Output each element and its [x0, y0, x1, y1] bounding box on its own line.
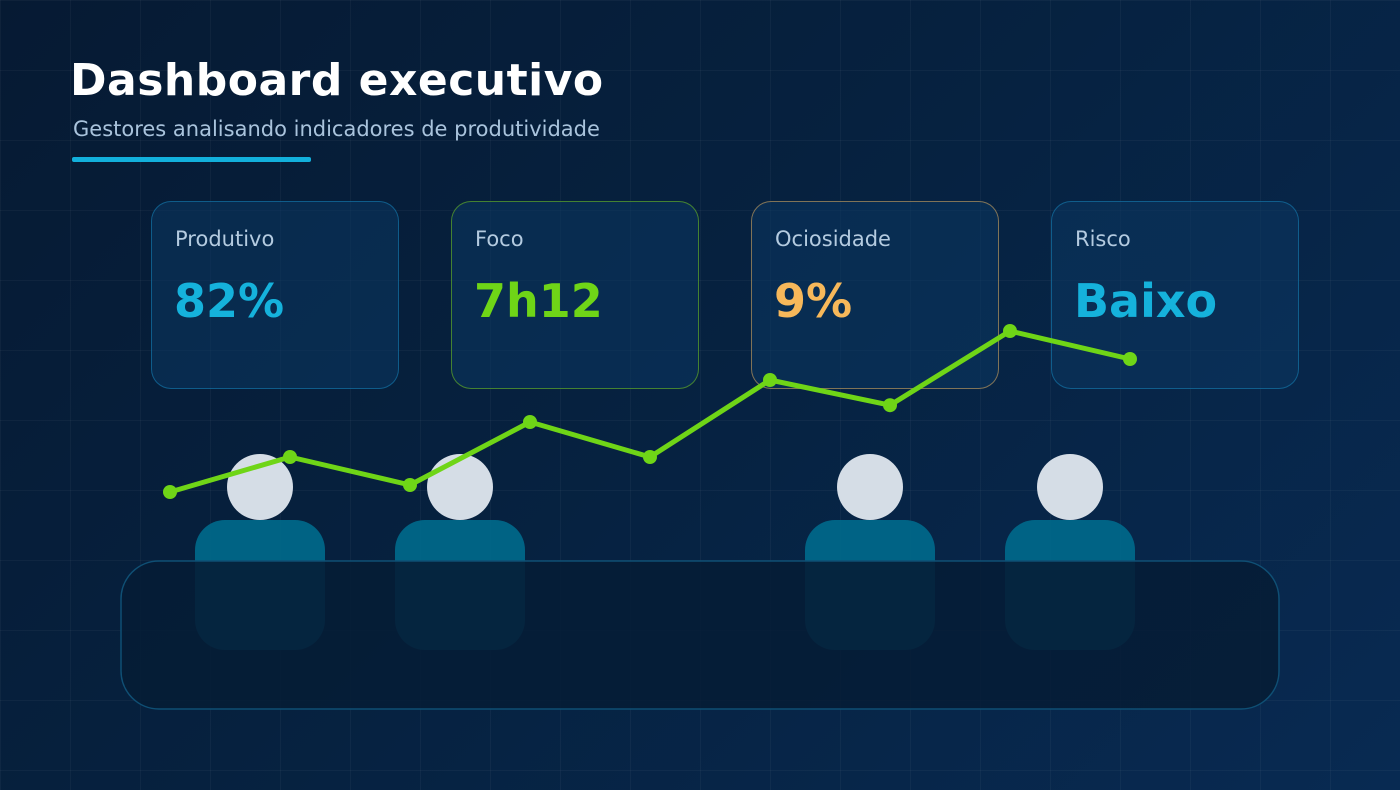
kpi-label: Foco — [475, 227, 524, 251]
page-title: Dashboard executivo — [70, 55, 604, 106]
person-head — [427, 454, 493, 520]
meeting-table — [120, 560, 1280, 710]
title-underline — [72, 157, 311, 162]
kpi-label: Ociosidade — [775, 227, 891, 251]
trend-point — [1003, 324, 1017, 338]
kpi-value: Baixo — [1074, 274, 1218, 328]
trend-point — [1123, 352, 1137, 366]
kpi-card-produtivo: Produtivo 82% — [151, 201, 399, 389]
page-subtitle: Gestores analisando indicadores de produ… — [73, 117, 600, 141]
kpi-value: 9% — [774, 274, 853, 328]
trend-line — [167, 328, 1133, 495]
trend-point — [163, 485, 177, 499]
kpi-label: Risco — [1075, 227, 1131, 251]
trend-point — [763, 373, 777, 387]
trend-point — [283, 450, 297, 464]
kpi-value: 7h12 — [474, 274, 603, 328]
kpi-card-foco: Foco 7h12 — [451, 201, 699, 389]
kpi-value: 82% — [174, 274, 285, 328]
trend-point — [643, 450, 657, 464]
trend-point — [403, 478, 417, 492]
kpi-card-ociosidade: Ociosidade 9% — [751, 201, 999, 389]
person-head — [1037, 454, 1103, 520]
kpi-label: Produtivo — [175, 227, 275, 251]
trend-line-chart — [163, 324, 1137, 499]
trend-point — [883, 398, 897, 413]
kpi-card-risco: Risco Baixo — [1051, 201, 1299, 389]
person-head — [837, 454, 903, 520]
trend-point — [523, 415, 537, 429]
